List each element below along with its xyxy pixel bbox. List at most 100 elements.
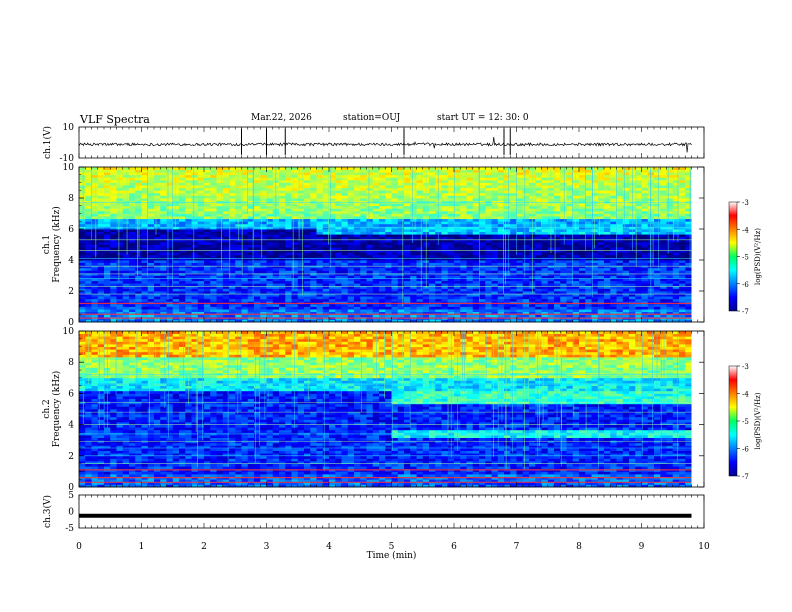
spectrogram-cell — [322, 296, 330, 300]
spectrogram-cell — [485, 296, 492, 300]
spectrogram-cell — [185, 226, 192, 230]
spectrogram-cell — [429, 221, 436, 225]
spectrogram-cell — [229, 249, 236, 253]
spectrogram-cell — [454, 275, 461, 279]
spectrogram-cell — [554, 244, 561, 248]
spectrogram-cell — [685, 229, 692, 232]
spectrogram-cell — [335, 223, 342, 227]
spectrogram-cell — [447, 216, 455, 220]
spectrogram-cell — [272, 247, 280, 251]
spectrogram-cell — [129, 241, 136, 245]
spectrogram-cell — [354, 283, 361, 287]
spectrogram-cell — [516, 278, 524, 282]
spectrogram-cell — [616, 244, 624, 248]
spectrogram-cell — [391, 241, 399, 245]
spectrogram-cell — [191, 303, 199, 307]
spectrogram-cell — [266, 223, 274, 227]
spectrogram-cell — [560, 234, 567, 238]
spectrogram-cell — [335, 306, 342, 310]
spectrogram-cell — [141, 247, 149, 251]
spectrogram-cell — [104, 208, 111, 212]
spectrogram-cell — [604, 260, 611, 263]
spectrogram-cell — [347, 249, 355, 253]
spectrogram-cell — [654, 249, 661, 253]
spectrogram-cell — [122, 210, 130, 214]
spectrogram-cell — [191, 198, 199, 201]
spectrogram-cell — [110, 231, 117, 235]
spectrogram-cell — [279, 247, 286, 251]
spectrogram-cell — [604, 216, 611, 220]
spectrogram-cell — [422, 293, 430, 297]
spectrogram-cell — [447, 285, 455, 289]
spectrogram-cell — [460, 260, 467, 263]
spectrogram-cell — [379, 218, 386, 222]
spectrogram-cell — [660, 244, 667, 248]
spectrogram-cell — [360, 280, 367, 284]
date-label: Mar.22, 2026 — [251, 113, 312, 123]
spectrogram-cell — [454, 262, 461, 266]
spectrogram-cell — [304, 291, 311, 294]
spectrogram-cell — [122, 254, 130, 258]
spectrogram-cell — [185, 265, 192, 269]
spectrogram-cell — [416, 208, 424, 212]
spectrogram-cell — [610, 309, 617, 313]
spectrogram-cell — [285, 210, 292, 214]
spectrogram-cell — [204, 270, 211, 274]
spectrogram-cell — [604, 306, 611, 310]
spectrogram-cell — [216, 257, 224, 261]
spectrogram-cell — [197, 236, 205, 240]
spectrogram-cell — [354, 298, 361, 302]
spectrogram-cell — [135, 314, 142, 318]
spectrogram-cell — [541, 306, 549, 310]
spectrogram-cell — [666, 288, 674, 292]
spectrogram-cell — [522, 254, 530, 258]
spectrogram-cell — [316, 205, 324, 209]
spectrogram-cell — [554, 205, 561, 209]
spectrogram-cell — [360, 244, 367, 248]
spectrogram-cell — [172, 249, 180, 253]
spectrogram-cell — [554, 309, 561, 313]
spectrogram-cell — [354, 272, 361, 276]
spectrogram-cell — [504, 210, 511, 214]
spectrogram-cell — [316, 195, 324, 199]
spectrogram-cell — [479, 306, 486, 310]
spectrogram-cell — [104, 205, 111, 209]
spectrogram-cell — [166, 262, 174, 266]
spectrogram-cell — [222, 203, 230, 207]
spectrogram-cell — [654, 218, 661, 222]
spectrogram-cell — [110, 216, 117, 220]
spectrogram-cell — [572, 309, 580, 313]
spectrogram-cell — [454, 200, 461, 204]
spectrogram-cell — [516, 288, 524, 292]
spectrogram-cell — [410, 306, 417, 310]
spectrogram-cell — [454, 260, 461, 263]
spectrogram-cell — [454, 218, 461, 222]
spectrogram-cell — [166, 283, 174, 287]
spectrogram-cell — [554, 311, 561, 315]
spectrogram-cell — [591, 309, 599, 313]
spectrogram-cell — [79, 288, 86, 292]
spectrogram-cell — [360, 275, 367, 279]
spectrogram-cell — [310, 236, 317, 240]
spectrogram-cell — [510, 249, 517, 253]
spectrogram-cell — [416, 221, 424, 225]
spectrogram-cell — [441, 234, 449, 238]
spectrogram-cell — [154, 198, 161, 201]
spectrogram-cell — [479, 205, 486, 209]
spectrogram-cell — [579, 221, 586, 225]
spectrogram-cell — [366, 200, 374, 204]
spectrogram-cell — [491, 236, 499, 240]
spectrogram-cell — [279, 210, 286, 214]
spectrogram-cell — [310, 306, 317, 310]
spectrogram-cell — [322, 265, 330, 269]
spectrogram-cell — [372, 216, 380, 220]
spectrogram-cell — [397, 203, 405, 207]
spectrogram-cell — [641, 270, 649, 274]
spectrogram-cell — [391, 278, 399, 282]
spectrogram-cell — [560, 231, 567, 235]
spectrogram-cell — [397, 293, 405, 297]
spectrogram-cell — [497, 270, 505, 274]
spectrogram-cell — [629, 296, 636, 300]
spectrogram-cell — [222, 216, 230, 220]
spectrogram-cell — [229, 231, 236, 235]
